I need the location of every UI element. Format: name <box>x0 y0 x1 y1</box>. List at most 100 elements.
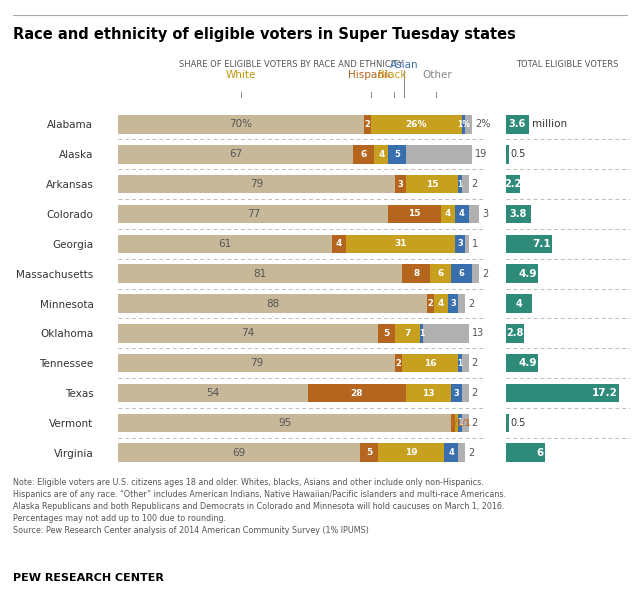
Bar <box>423 324 469 343</box>
Bar <box>458 294 465 313</box>
Text: 17.2: 17.2 <box>592 388 618 398</box>
Text: 1: 1 <box>458 419 463 427</box>
Bar <box>506 205 531 223</box>
Bar <box>406 384 451 403</box>
Text: 1: 1 <box>472 239 478 249</box>
Text: 5: 5 <box>366 448 372 457</box>
Bar <box>469 205 479 223</box>
Text: 5: 5 <box>394 150 400 159</box>
Bar <box>374 145 388 163</box>
Text: 15: 15 <box>408 210 421 218</box>
Bar <box>448 294 458 313</box>
Bar <box>403 265 430 283</box>
Bar <box>118 294 427 313</box>
Bar <box>406 175 458 194</box>
Text: 2: 2 <box>468 448 474 458</box>
Text: 2: 2 <box>472 358 478 368</box>
Bar <box>455 205 469 223</box>
Text: 4.9: 4.9 <box>518 358 537 368</box>
Bar <box>118 175 396 194</box>
Text: 5: 5 <box>383 329 390 338</box>
Bar <box>434 294 448 313</box>
Text: 4: 4 <box>515 298 522 308</box>
Bar <box>406 145 472 163</box>
Text: 26%: 26% <box>406 120 427 129</box>
Bar <box>118 265 403 283</box>
Text: 13: 13 <box>472 329 484 339</box>
Bar <box>118 354 396 372</box>
Text: 2: 2 <box>364 120 370 129</box>
Bar <box>118 443 360 462</box>
Text: 8: 8 <box>413 269 419 278</box>
Text: 2: 2 <box>482 269 488 279</box>
Text: 0.5: 0.5 <box>511 418 526 428</box>
Text: 4: 4 <box>445 210 451 218</box>
Text: 3: 3 <box>454 388 460 398</box>
Bar <box>118 384 308 403</box>
Bar <box>308 384 406 403</box>
Text: Other: Other <box>422 70 452 80</box>
Bar <box>420 324 423 343</box>
Text: 7: 7 <box>404 329 411 338</box>
Bar <box>360 443 378 462</box>
Bar <box>462 354 469 372</box>
Bar <box>506 234 552 253</box>
Text: 4: 4 <box>449 448 454 457</box>
Text: 7.1: 7.1 <box>532 239 551 249</box>
Text: 2.8: 2.8 <box>506 329 524 339</box>
Bar <box>465 115 472 134</box>
Bar <box>458 175 462 194</box>
Bar <box>346 234 455 253</box>
Text: SHARE OF ELIGIBLE VOTERS BY RACE AND ETHNICITY: SHARE OF ELIGIBLE VOTERS BY RACE AND ETH… <box>179 60 403 69</box>
Text: 1/1/1: 1/1/1 <box>449 419 471 427</box>
Bar <box>118 115 364 134</box>
Text: 1: 1 <box>458 179 463 189</box>
Text: 28: 28 <box>351 388 363 398</box>
Bar <box>441 205 455 223</box>
Text: 19: 19 <box>475 149 488 159</box>
Bar <box>506 443 545 462</box>
Text: 79: 79 <box>250 358 264 368</box>
Text: 95: 95 <box>278 418 291 428</box>
Text: 2: 2 <box>472 388 478 398</box>
Text: 3.6: 3.6 <box>509 120 526 130</box>
Text: 3: 3 <box>482 209 488 219</box>
Bar <box>506 265 538 283</box>
Text: 88: 88 <box>266 298 279 308</box>
Bar <box>388 205 441 223</box>
Text: PEW RESEARCH CENTER: PEW RESEARCH CENTER <box>13 573 164 583</box>
Bar <box>353 145 374 163</box>
Text: 3: 3 <box>457 239 463 248</box>
Bar <box>451 414 455 432</box>
Text: 1: 1 <box>458 359 463 368</box>
Bar <box>430 265 451 283</box>
Bar <box>118 324 378 343</box>
Text: 2: 2 <box>468 298 474 308</box>
Bar <box>458 443 465 462</box>
Bar <box>455 414 458 432</box>
Text: 77: 77 <box>246 209 260 219</box>
Text: 2.2: 2.2 <box>504 179 522 189</box>
Bar <box>506 175 520 194</box>
Bar <box>506 354 538 372</box>
Bar <box>458 414 462 432</box>
Bar <box>427 294 434 313</box>
Text: 6: 6 <box>537 448 544 458</box>
Bar <box>444 443 458 462</box>
Bar <box>371 115 462 134</box>
Text: 6: 6 <box>459 269 465 278</box>
Text: 1%: 1% <box>457 120 470 129</box>
Bar <box>458 354 462 372</box>
Bar <box>506 324 524 343</box>
Text: 3: 3 <box>397 179 403 189</box>
Bar <box>364 115 371 134</box>
Text: 79: 79 <box>250 179 264 189</box>
Text: Race and ethnicity of eligible voters in Super Tuesday states: Race and ethnicity of eligible voters in… <box>13 27 516 41</box>
Bar <box>506 294 532 313</box>
Text: 31: 31 <box>394 239 407 248</box>
Text: 54: 54 <box>207 388 220 398</box>
Bar <box>396 324 420 343</box>
Bar <box>462 414 469 432</box>
Text: 81: 81 <box>253 269 267 279</box>
Text: 2: 2 <box>428 299 433 308</box>
